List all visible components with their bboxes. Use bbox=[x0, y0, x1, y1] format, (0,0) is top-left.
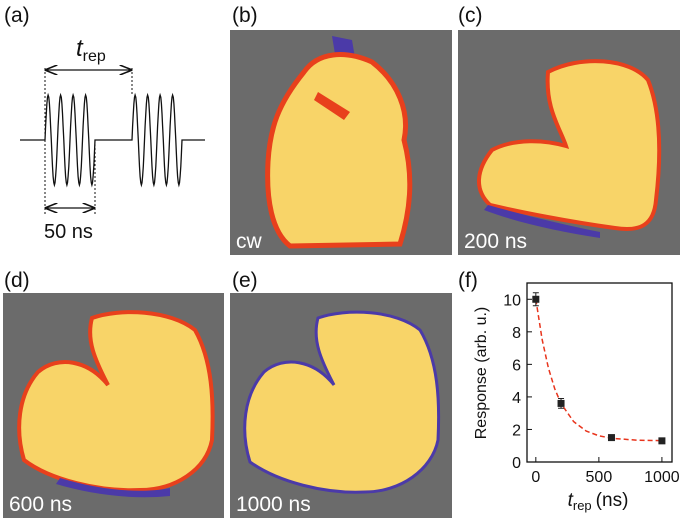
y-tick-label: 2 bbox=[512, 422, 521, 439]
y-tick-label: 4 bbox=[512, 390, 521, 407]
domain bbox=[265, 52, 413, 249]
symbol: t bbox=[76, 35, 84, 62]
domain bbox=[476, 59, 662, 231]
point bbox=[557, 399, 565, 407]
y-tick-label: 6 bbox=[512, 357, 521, 374]
domain-blue bbox=[56, 478, 170, 498]
plot-frame bbox=[526, 282, 673, 463]
image-caption: 600 ns bbox=[9, 493, 72, 516]
image-b: cw bbox=[230, 30, 452, 255]
x-tick-label: 0 bbox=[531, 469, 540, 486]
trep-label: trep bbox=[76, 35, 106, 65]
domain bbox=[243, 310, 441, 494]
y-axis-label: Response (arb. u.) bbox=[473, 307, 490, 440]
x-axis-label: trep (ns) bbox=[568, 490, 629, 513]
image-caption: 200 ns bbox=[464, 230, 527, 253]
subscript: rep bbox=[573, 498, 592, 513]
subscript: rep bbox=[83, 48, 106, 65]
point bbox=[607, 434, 615, 442]
symbol: t bbox=[568, 490, 574, 511]
panel-label: (e) bbox=[232, 269, 258, 292]
panel-label: (c) bbox=[458, 4, 483, 27]
image-e: 1000 ns bbox=[230, 293, 452, 518]
domain-blue bbox=[484, 205, 600, 238]
fit-line bbox=[535, 299, 662, 442]
y-tick-label: 10 bbox=[503, 292, 521, 309]
panel-label: (d) bbox=[4, 269, 30, 292]
panel-label: (b) bbox=[232, 4, 258, 27]
unit: (ns) bbox=[596, 490, 629, 511]
plot: Response (arb. u.) trep (ns) bbox=[473, 282, 673, 513]
x-tick-label: 1000 bbox=[644, 469, 680, 486]
image-c: 200 ns bbox=[458, 30, 680, 255]
x-tick-label: 500 bbox=[586, 469, 613, 486]
image-caption: 1000 ns bbox=[236, 493, 311, 516]
y-tick-label: 8 bbox=[512, 325, 521, 342]
image-d: 600 ns bbox=[3, 293, 224, 518]
pulse-trace bbox=[20, 92, 205, 188]
pulse-diagram: trep 50 ns bbox=[20, 35, 205, 243]
width-label: 50 ns bbox=[44, 221, 93, 243]
domain-red bbox=[314, 92, 350, 120]
panel-label: (a) bbox=[4, 4, 30, 27]
point bbox=[532, 295, 540, 303]
point bbox=[658, 437, 666, 445]
panel-label: (f) bbox=[458, 269, 478, 292]
image-caption: cw bbox=[236, 230, 263, 253]
y-tick-label: 0 bbox=[512, 455, 521, 472]
